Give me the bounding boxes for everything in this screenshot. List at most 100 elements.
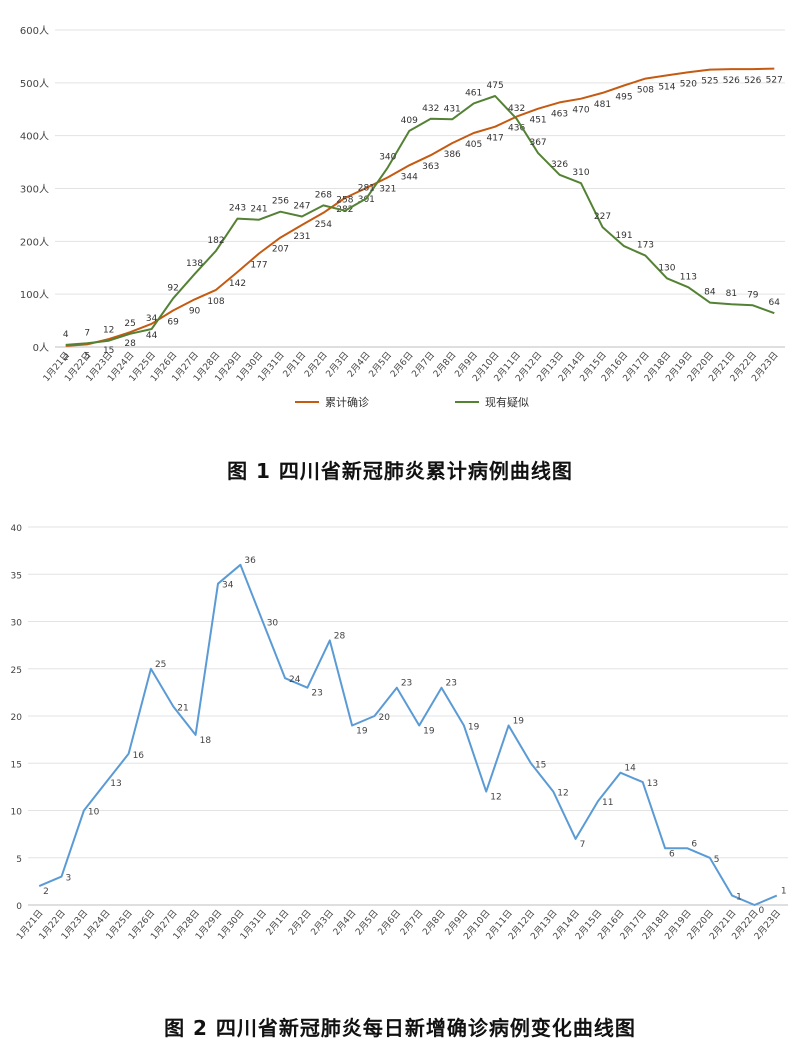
series-line-2 [65, 95, 775, 346]
data-label: 138 [186, 259, 203, 269]
series-line-1 [38, 563, 778, 906]
data-label: 321 [379, 184, 396, 194]
data-label: 405 [465, 140, 482, 150]
data-label: 254 [315, 220, 332, 230]
x-tick-label: 2月2日 [286, 908, 313, 938]
data-label: 231 [293, 232, 310, 242]
data-label: 461 [465, 88, 482, 98]
legend-label: 累计确诊 [325, 395, 369, 409]
data-label: 432 [422, 104, 439, 114]
data-label: 34 [146, 314, 158, 324]
figure2-caption: 图 2 四川省新冠肺炎每日新增确诊病例变化曲线图 [164, 1016, 636, 1040]
data-label: 24 [289, 675, 301, 685]
data-label: 142 [229, 279, 246, 289]
data-label: 301 [358, 195, 375, 205]
data-label: 19 [356, 726, 368, 736]
data-label: 7 [84, 328, 90, 338]
y-tick-label: 300人 [20, 184, 49, 196]
data-label: 326 [551, 160, 568, 170]
data-label: 470 [572, 106, 589, 116]
data-label: 451 [529, 116, 546, 126]
y-tick-label: 40 [11, 524, 23, 534]
data-label: 1 [736, 893, 742, 903]
data-label: 340 [379, 152, 396, 162]
data-label: 525 [701, 77, 718, 87]
data-label: 367 [529, 138, 546, 148]
data-label: 16 [133, 751, 145, 761]
data-label: 527 [766, 76, 783, 86]
series-line-1 [65, 67, 775, 347]
data-label: 310 [572, 168, 589, 178]
y-tick-label: 600人 [20, 25, 49, 37]
y-tick-label: 400人 [20, 131, 49, 143]
y-tick-label: 5 [16, 855, 22, 865]
data-label: 25 [155, 660, 166, 670]
data-label: 481 [594, 100, 611, 110]
data-label: 386 [444, 150, 461, 160]
data-label: 241 [250, 205, 267, 215]
y-tick-label: 200人 [20, 236, 49, 248]
y-tick-label: 20 [11, 713, 23, 723]
x-tick-label: 2月4日 [331, 908, 358, 938]
data-label: 64 [769, 298, 781, 308]
data-label: 108 [207, 297, 224, 307]
data-label: 79 [747, 290, 759, 300]
data-label: 30 [267, 619, 279, 629]
data-label: 19 [468, 722, 480, 732]
data-label: 28 [334, 631, 346, 641]
data-label: 130 [658, 263, 675, 273]
data-label: 2 [63, 353, 69, 363]
data-label: 5 [714, 855, 720, 865]
data-label: 256 [272, 197, 289, 207]
data-label: 207 [272, 245, 289, 255]
data-label: 5 [84, 351, 90, 361]
x-tick-label: 2月8日 [420, 908, 447, 938]
data-label: 15 [103, 346, 114, 356]
data-label: 475 [487, 81, 504, 91]
data-label: 177 [250, 260, 267, 270]
data-label: 191 [615, 231, 632, 241]
data-label: 12 [557, 789, 568, 799]
x-tick-label: 2月5日 [353, 908, 380, 938]
x-tick-label: 2月6日 [376, 908, 403, 938]
data-label: 2 [43, 887, 49, 897]
data-label: 14 [624, 764, 636, 774]
data-label: 23 [311, 689, 322, 699]
data-label: 6 [669, 849, 675, 859]
data-label: 6 [691, 839, 697, 849]
data-label: 436 [508, 124, 525, 134]
data-label: 258 [336, 196, 353, 206]
data-label: 268 [315, 190, 332, 200]
data-label: 10 [88, 808, 100, 818]
data-label: 113 [680, 272, 697, 282]
data-label: 18 [200, 736, 212, 746]
data-label: 247 [293, 202, 310, 212]
data-label: 431 [444, 104, 461, 114]
data-label: 84 [704, 288, 716, 298]
y-tick-label: 15 [11, 760, 22, 770]
data-label: 227 [594, 212, 611, 222]
data-label: 92 [167, 283, 178, 293]
data-label: 432 [508, 104, 525, 114]
data-label: 15 [535, 760, 546, 770]
data-label: 23 [446, 679, 457, 689]
data-label: 409 [401, 116, 418, 126]
data-label: 20 [378, 713, 390, 723]
data-label: 508 [637, 86, 654, 96]
data-label: 44 [146, 331, 158, 341]
data-label: 3 [66, 874, 72, 884]
data-label: 1 [781, 887, 787, 897]
x-tick-label: 2月1日 [264, 908, 291, 938]
data-label: 463 [551, 109, 568, 119]
data-label: 21 [177, 704, 188, 714]
y-tick-label: 0 [16, 902, 22, 912]
y-tick-label: 35 [11, 571, 22, 581]
data-label: 19 [513, 716, 525, 726]
data-label: 281 [358, 184, 375, 194]
data-label: 36 [244, 556, 256, 566]
daily-new-cases-chart: 05101520253035401月21日1月22日1月23日1月24日1月25… [11, 524, 788, 942]
data-label: 344 [401, 172, 418, 182]
legend-label: 现有疑似 [485, 395, 529, 409]
data-label: 526 [723, 76, 740, 86]
y-tick-label: 30 [11, 619, 23, 629]
